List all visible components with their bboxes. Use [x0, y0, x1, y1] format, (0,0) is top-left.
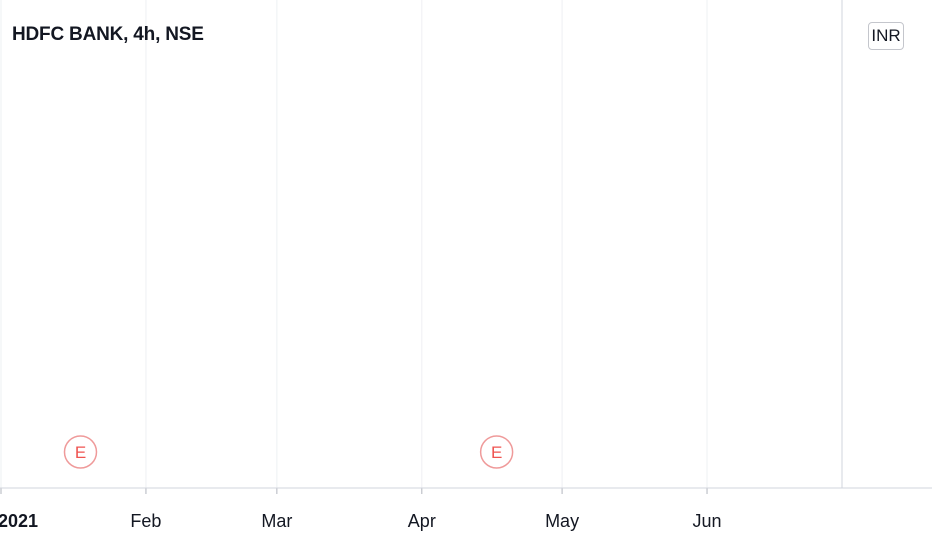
time-tick-label: Mar	[261, 511, 292, 531]
currency-badge[interactable]: INR	[868, 22, 904, 50]
time-tick-label: Apr	[408, 511, 436, 531]
earnings-marker-label: E	[491, 443, 502, 462]
symbol-title: HDFC BANK, 4h, NSE	[12, 24, 204, 45]
time-tick-label: Jun	[693, 511, 722, 531]
grid	[0, 0, 708, 488]
time-tick-label: Feb	[130, 511, 161, 531]
earnings-marker	[63, 435, 98, 469]
time-tick-label: 2021	[0, 511, 38, 531]
time-axis: 2021 Feb Mar Apr May Jun	[0, 487, 932, 531]
price-axis: 1300.001400.001500.001600.001700.001800.…	[841, 0, 843, 488]
earnings-marker-label: E	[75, 443, 86, 462]
earnings-marker	[479, 435, 514, 469]
time-tick-label: May	[545, 511, 579, 531]
